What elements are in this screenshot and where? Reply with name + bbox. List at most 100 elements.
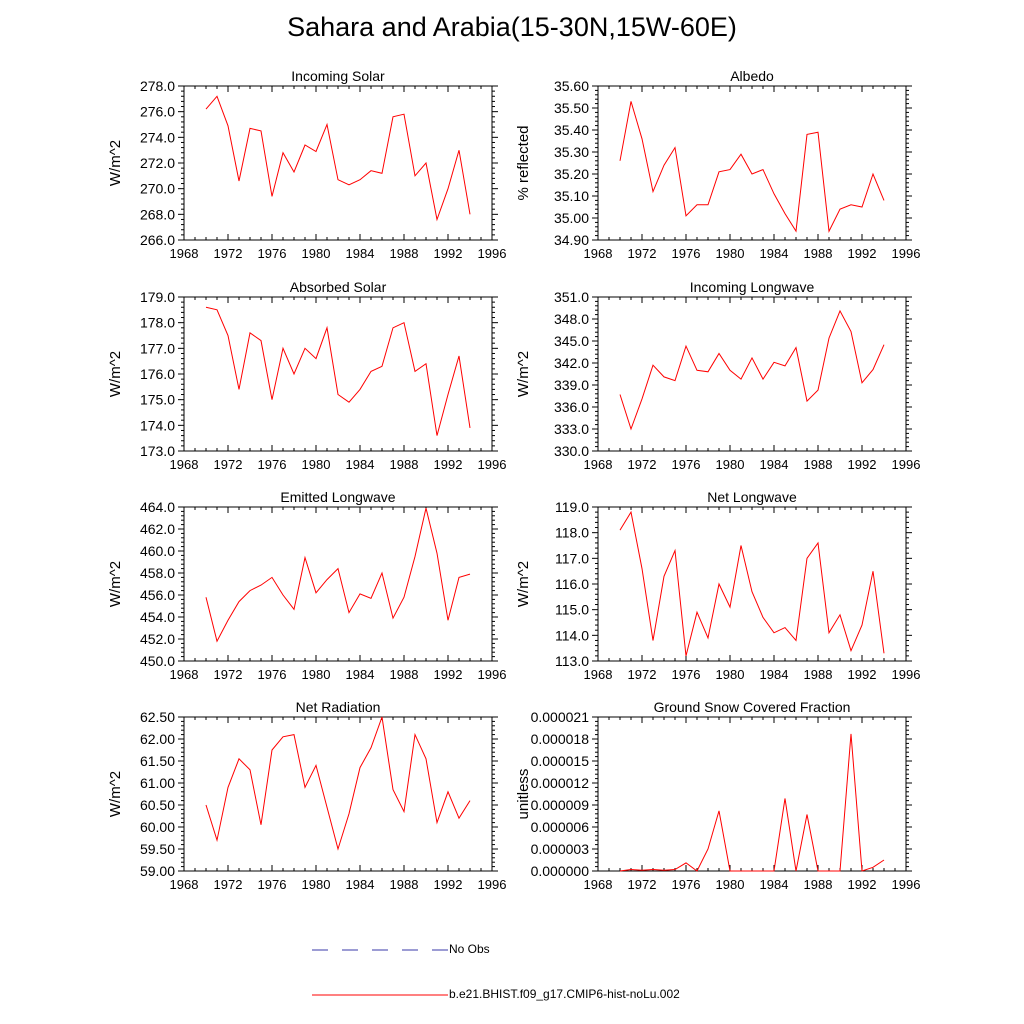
x-tick-label: 1976	[258, 877, 287, 892]
y-tick-label: 115.0	[555, 602, 589, 618]
x-tick-label: 1980	[302, 667, 331, 682]
y-tick-label: 60.50	[140, 797, 175, 813]
panel-albedo: Albedo 1968 1972 1976 1980 1984 1988 1992 1996 34…	[515, 68, 920, 261]
y-tick-label: 62.50	[140, 709, 175, 725]
x-tick-label: 1984	[346, 457, 375, 472]
y-tick-label: 35.60	[554, 78, 589, 94]
y-tick-label: 276.0	[140, 104, 175, 120]
legend-model-line	[312, 994, 448, 996]
x-tick-label: 1972	[628, 667, 657, 682]
panel-title: Net Radiation	[296, 699, 381, 715]
x-tick-label: 1984	[346, 667, 375, 682]
y-tick-label: 175.0	[140, 392, 175, 408]
y-tick-label: 119.0	[555, 499, 589, 515]
x-tick-label: 1968	[584, 246, 613, 261]
y-tick-label: 348.0	[554, 311, 589, 327]
x-tick-label: 1988	[390, 667, 419, 682]
x-tick-label: 1996	[892, 877, 921, 892]
series-line	[205, 716, 471, 851]
x-tick-label: 1984	[760, 877, 789, 892]
x-tick-label: 1984	[760, 457, 789, 472]
y-tick-label: 113.0	[555, 653, 589, 669]
x-tick-label: 1980	[302, 877, 331, 892]
panel-incoming-longwave: Incoming Longwave 1968 1972 1976 1980 1984 198…	[515, 279, 920, 472]
y-tick-label: 270.0	[140, 181, 175, 197]
legend-obs-label: No Obs	[449, 942, 490, 956]
series-line	[619, 733, 885, 872]
x-tick-label: 1984	[346, 246, 375, 261]
figure-title: Sahara and Arabia(15-30N,15W-60E)	[287, 12, 737, 42]
panel-emitted-longwave: Emitted Longwave 1968 1972 1976 1980 1984 1988…	[107, 489, 506, 682]
panel-ground-snow-covered-fraction: Ground Snow Covered Fraction 1968 1972 1976…	[515, 699, 920, 892]
x-tick-label: 1972	[214, 667, 243, 682]
x-tick-label: 1972	[214, 457, 243, 472]
y-tick-label: 61.00	[140, 775, 175, 791]
x-tick-label: 1992	[848, 877, 877, 892]
y-tick-label: 452.0	[140, 631, 175, 647]
y-tick-label: 35.40	[554, 122, 589, 138]
y-tick-label: 278.0	[140, 78, 175, 94]
x-tick-label: 1980	[716, 246, 745, 261]
legend-obs-line	[312, 949, 448, 951]
y-tick-label: 274.0	[140, 129, 175, 145]
y-tick-label: 118.0	[555, 525, 589, 541]
legend-model-label: b.e21.BHIST.f09_g17.CMIP6-hist-noLu.002	[449, 987, 680, 1001]
y-tick-label: 454.0	[140, 609, 175, 625]
y-tick-label: 59.00	[140, 863, 175, 879]
x-tick-label: 1976	[672, 877, 701, 892]
x-tick-label: 1988	[390, 246, 419, 261]
y-tick-label: 333.0	[554, 421, 589, 437]
y-tick-label: 116.0	[555, 576, 589, 592]
plot-frame	[183, 506, 493, 662]
y-tick-label: 117.0	[555, 550, 589, 566]
x-tick-label: 1992	[848, 667, 877, 682]
y-tick-label: 59.50	[140, 841, 175, 857]
x-tick-label: 1968	[584, 457, 613, 472]
y-tick-label: 0.000000	[531, 863, 590, 879]
x-tick-label: 1984	[760, 667, 789, 682]
y-tick-label: 336.0	[554, 399, 589, 415]
x-tick-label: 1968	[170, 246, 199, 261]
series-line	[619, 101, 885, 233]
x-tick-label: 1968	[584, 667, 613, 682]
panel-title: Net Longwave	[707, 489, 797, 505]
y-tick-label: 456.0	[140, 587, 175, 603]
x-tick-label: 1980	[716, 667, 745, 682]
y-tick-label: 351.0	[554, 289, 589, 305]
series-line	[619, 510, 885, 657]
y-tick-label: 345.0	[554, 333, 589, 349]
y-tick-label: 177.0	[140, 340, 175, 356]
y-tick-label: 464.0	[140, 499, 175, 515]
y-tick-label: 272.0	[140, 155, 175, 171]
x-tick-label: 1996	[478, 457, 507, 472]
y-tick-label: 330.0	[554, 443, 589, 459]
x-tick-label: 1968	[170, 457, 199, 472]
series-line	[205, 306, 471, 436]
y-tick-label: 450.0	[140, 653, 175, 669]
x-tick-label: 1996	[892, 246, 921, 261]
x-tick-label: 1996	[892, 457, 921, 472]
x-tick-label: 1996	[478, 246, 507, 261]
y-tick-label: 35.00	[554, 210, 589, 226]
panel-incoming-solar: Incoming Solar 1968 1972 1976 1980 1984 1988 19…	[107, 68, 506, 261]
y-tick-label: 62.00	[140, 731, 175, 747]
x-tick-label: 1988	[804, 667, 833, 682]
y-tick-label: 458.0	[140, 565, 175, 581]
y-axis-label: % reflected	[515, 125, 532, 200]
y-axis-label: W/m^2	[107, 351, 124, 397]
y-tick-label: 35.10	[554, 188, 589, 204]
x-tick-label: 1988	[390, 457, 419, 472]
x-tick-label: 1984	[346, 877, 375, 892]
panel-title: Ground Snow Covered Fraction	[654, 699, 851, 715]
y-tick-label: 61.50	[140, 753, 175, 769]
x-tick-label: 1996	[478, 667, 507, 682]
y-axis-label: W/m^2	[107, 140, 124, 186]
panel-absorbed-solar: Absorbed Solar 1968 1972 1976 1980 1984 1988 19…	[107, 279, 506, 472]
panel-net-longwave: Net Longwave 1968 1972 1976 1980 1984 1988 1992…	[515, 489, 920, 682]
y-tick-label: 178.0	[140, 315, 175, 331]
y-tick-label: 462.0	[140, 521, 175, 537]
x-tick-label: 1992	[434, 667, 463, 682]
plot-frame	[597, 85, 907, 241]
y-tick-label: 114.0	[555, 627, 589, 643]
x-tick-label: 1968	[170, 667, 199, 682]
